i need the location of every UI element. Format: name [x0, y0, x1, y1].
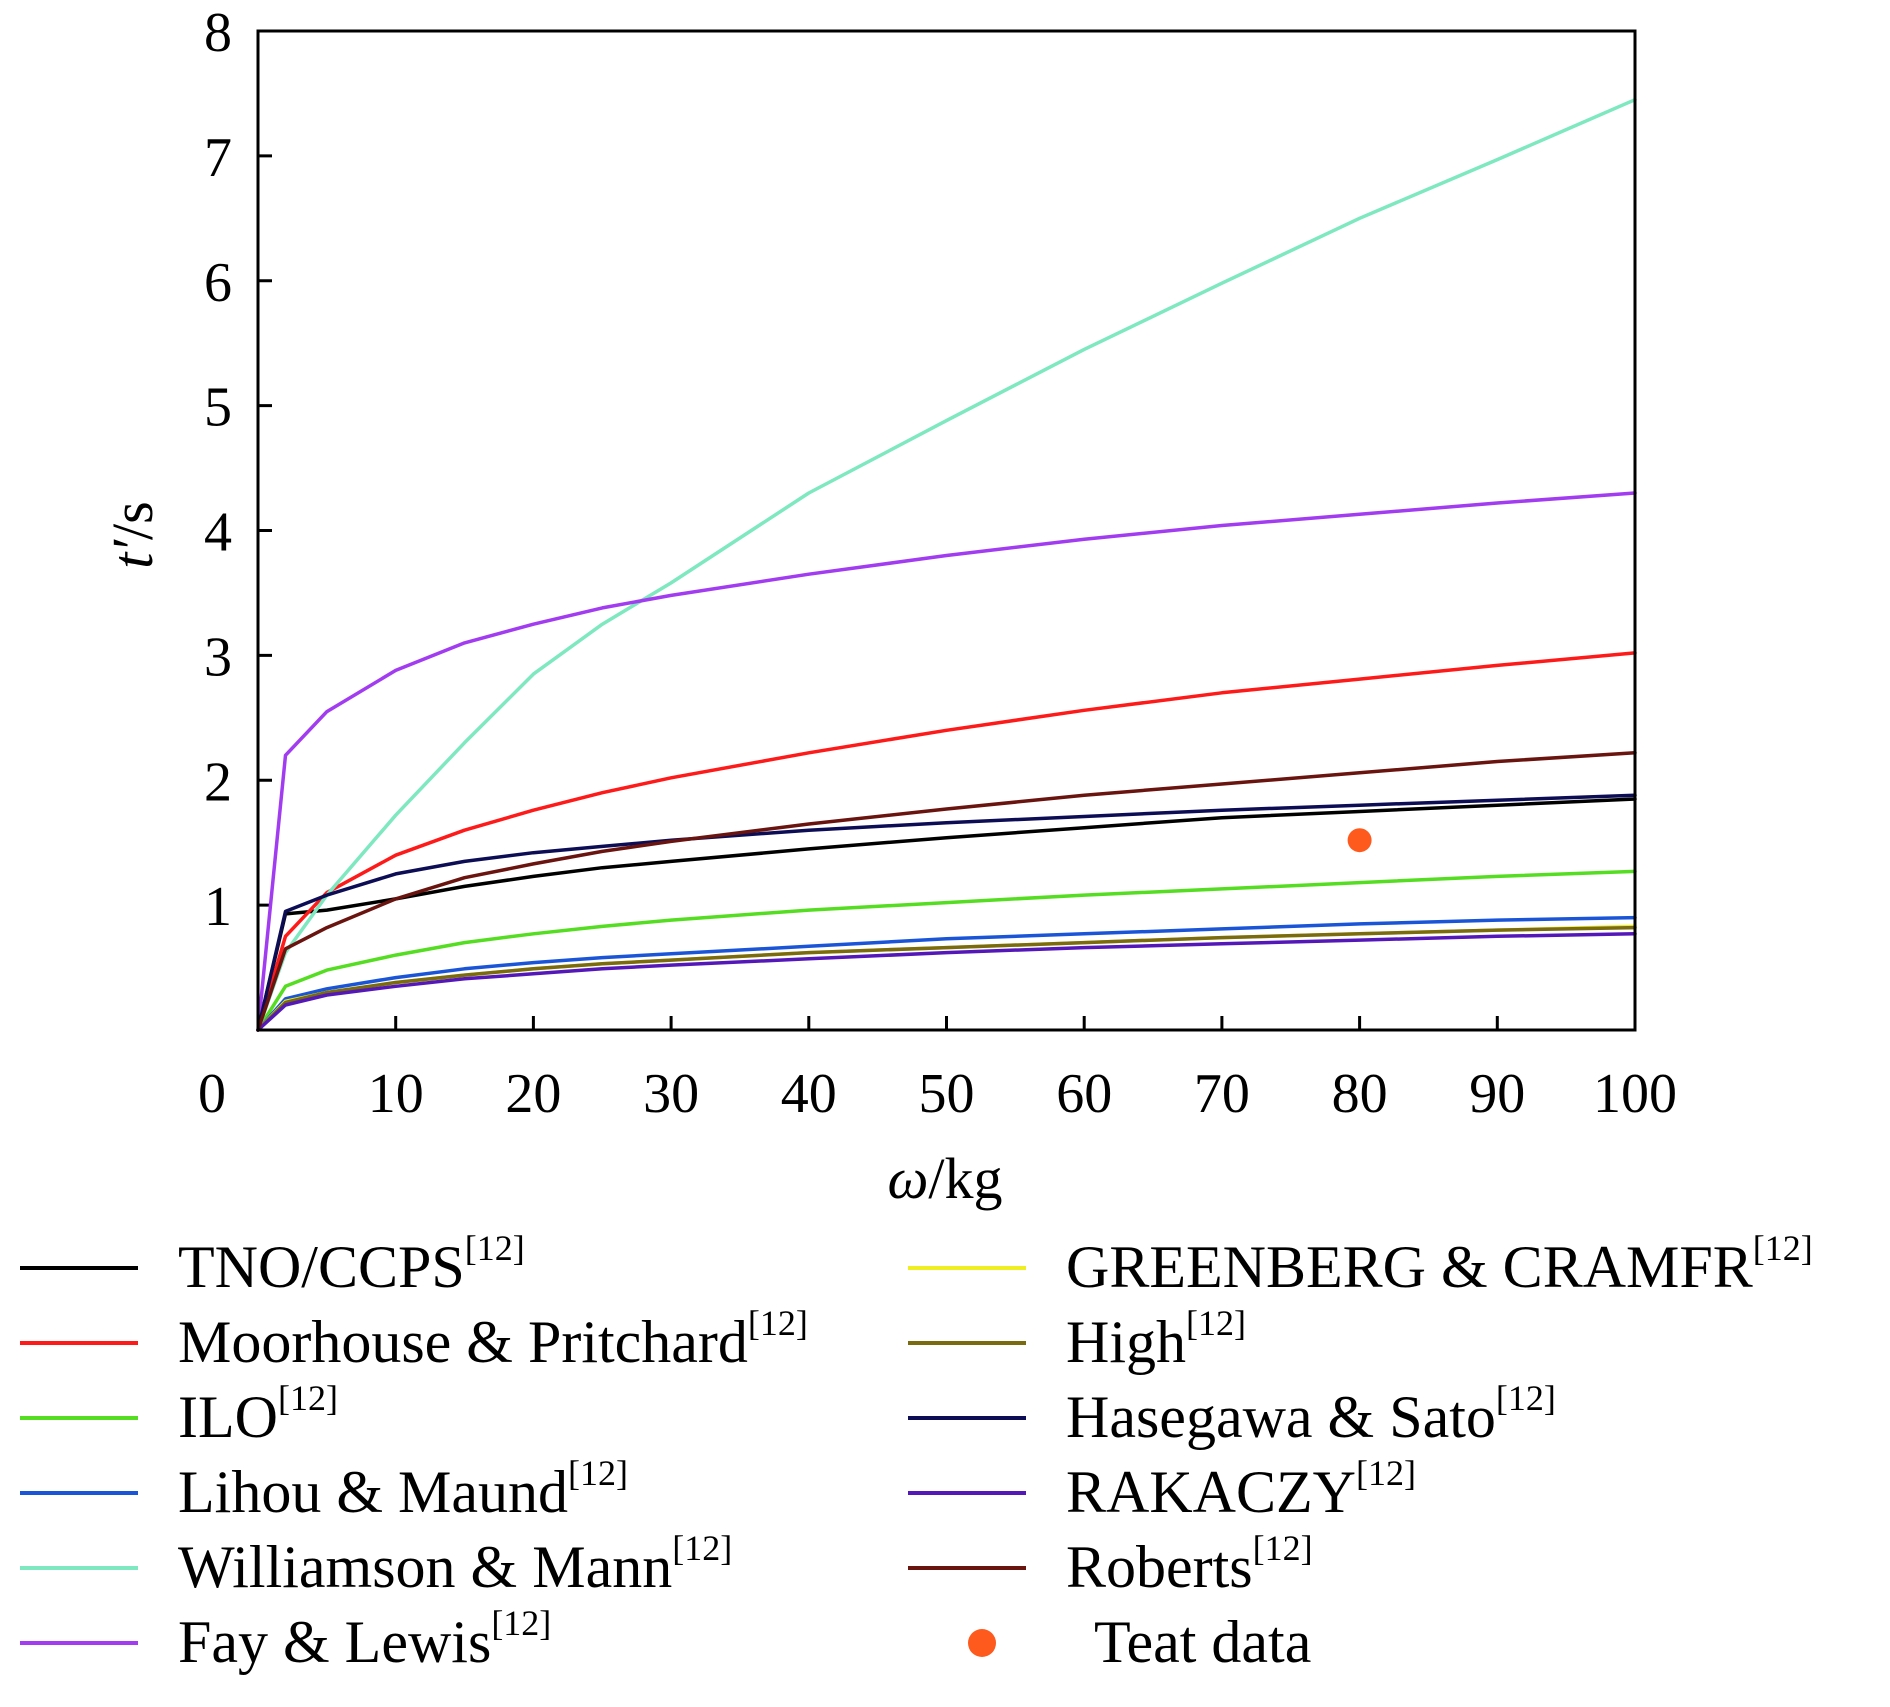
y-tick-label: 7: [204, 127, 232, 189]
legend-line-swatch: [20, 1415, 138, 1420]
x-axis-label: ω/kg: [887, 1146, 1002, 1211]
legend-label: High[12]: [1066, 1303, 1246, 1375]
x-tick-label: 80: [1332, 1063, 1388, 1125]
y-tick-label: 1: [204, 876, 232, 938]
legend-column-right: GREENBERG & CRAMFR[12] High[12] Hasegawa &…: [888, 1228, 1813, 1680]
legend-item: Lihou & Maund[12]: [0, 1453, 808, 1530]
series-line-williamson-mann: [256, 97, 1637, 1032]
legend-line-swatch: [908, 1265, 1026, 1270]
points-layer: [1347, 828, 1372, 853]
legend-item: GREENBERG & CRAMFR[12]: [888, 1228, 1813, 1305]
legend-reference: [12]: [1752, 1228, 1813, 1268]
legend-line-swatch: [20, 1565, 138, 1570]
series-line-high: [256, 925, 1637, 1032]
series-line-tno-ccps: [256, 797, 1637, 1032]
legend-label: Teat data: [1094, 1609, 1312, 1675]
legend-label: ILO[12]: [178, 1378, 338, 1450]
legend-reference: [12]: [491, 1603, 552, 1643]
legend-label: Roberts[12]: [1066, 1528, 1313, 1600]
x-tick-label: 0: [198, 1063, 226, 1125]
legend-item: High[12]: [888, 1303, 1813, 1380]
legend-line-swatch: [908, 1415, 1026, 1420]
legend-item: Roberts[12]: [888, 1528, 1813, 1605]
legend-reference: [12]: [1252, 1528, 1313, 1568]
legend-reference: [12]: [1186, 1303, 1246, 1343]
x-tick-label: 40: [781, 1063, 837, 1125]
y-axis-label: t′/s: [100, 501, 165, 569]
legend-item: Williamson & Mann[12]: [0, 1528, 808, 1605]
legend-line-swatch: [908, 1340, 1026, 1345]
legend-line-swatch: [908, 1565, 1026, 1570]
x-tick-label: 100: [1593, 1063, 1677, 1125]
legend-label: RAKACZY[12]: [1066, 1453, 1416, 1525]
legend-reference: [12]: [1495, 1378, 1556, 1418]
y-tick-label: 8: [204, 2, 232, 64]
legend-reference: [12]: [672, 1528, 733, 1568]
series-line-roberts: [256, 751, 1637, 1032]
legend-item: TNO/CCPS[12]: [0, 1228, 808, 1305]
legend-line-swatch: [20, 1490, 138, 1495]
x-tick-label: 60: [1056, 1063, 1112, 1125]
legend-column-left: TNO/CCPS[12] Moorhouse & Pritchard[12] ILO…: [0, 1228, 808, 1680]
legend-item: Moorhouse & Pritchard[12]: [0, 1303, 808, 1380]
legend-reference: [12]: [464, 1228, 525, 1268]
legend-item: Teat data: [888, 1605, 1813, 1680]
legend-label: Lihou & Maund[12]: [178, 1453, 628, 1525]
legend: TNO/CCPS[12] Moorhouse & Pritchard[12] ILO…: [0, 1228, 1890, 1707]
legend-reference: [12]: [277, 1378, 338, 1418]
y-tick-label: 2: [204, 751, 232, 813]
x-tick-label: 30: [643, 1063, 699, 1125]
legend-reference: [12]: [1356, 1453, 1416, 1493]
legend-line-swatch: [20, 1340, 138, 1345]
legend-item: Hasegawa & Sato[12]: [888, 1378, 1813, 1455]
y-tick-label: 6: [204, 252, 232, 314]
x-axis-ticks: 0 10 20 30 40 50 60 70 80 90 100: [198, 1016, 1677, 1125]
legend-line-swatch: [20, 1640, 138, 1645]
legend-label: TNO/CCPS[12]: [178, 1228, 525, 1300]
legend-label: Hasegawa & Sato[12]: [1066, 1378, 1556, 1450]
series-line-fay-lewis: [256, 491, 1637, 1032]
legend-item: ILO[12]: [0, 1378, 808, 1455]
series-layer: [256, 97, 1637, 1032]
legend-marker-dot: [968, 1628, 996, 1657]
y-tick-label: 3: [204, 626, 232, 688]
test-data-point: [1347, 828, 1372, 853]
chart-canvas: 0 10 20 30 40 50 60 70 80 90 100 1 2 3 4 5 6 7 8 ω/kg t′/…: [100, 2, 1677, 1211]
legend-label: Moorhouse & Pritchard[12]: [178, 1303, 808, 1375]
x-tick-label: 50: [919, 1063, 975, 1125]
legend-label: GREENBERG & CRAMFR[12]: [1066, 1228, 1813, 1300]
x-tick-label: 90: [1469, 1063, 1525, 1125]
y-tick-label: 4: [204, 502, 232, 564]
legend-reference: [12]: [567, 1453, 628, 1493]
y-axis-ticks: 1 2 3 4 5 6 7 8: [204, 2, 272, 938]
legend-reference: [12]: [747, 1303, 808, 1343]
legend-line-swatch: [20, 1265, 138, 1270]
x-tick-label: 20: [505, 1063, 561, 1125]
series-line-rakaczy: [256, 932, 1637, 1032]
legend-item: RAKACZY[12]: [888, 1453, 1813, 1530]
legend-line-swatch: [908, 1490, 1026, 1495]
series-line-lihou-maund: [256, 915, 1637, 1032]
legend-label: Williamson & Mann[12]: [178, 1528, 733, 1600]
plot-frame: [256, 29, 1637, 1032]
legend-item: Fay & Lewis[12]: [0, 1603, 808, 1680]
x-tick-label: 10: [368, 1063, 424, 1125]
series-line-moorhouse-pritchard: [256, 651, 1637, 1032]
legend-label: Fay & Lewis[12]: [178, 1603, 552, 1675]
series-line-ilo: [256, 869, 1637, 1032]
y-tick-label: 5: [204, 377, 232, 439]
x-tick-label: 70: [1194, 1063, 1250, 1125]
